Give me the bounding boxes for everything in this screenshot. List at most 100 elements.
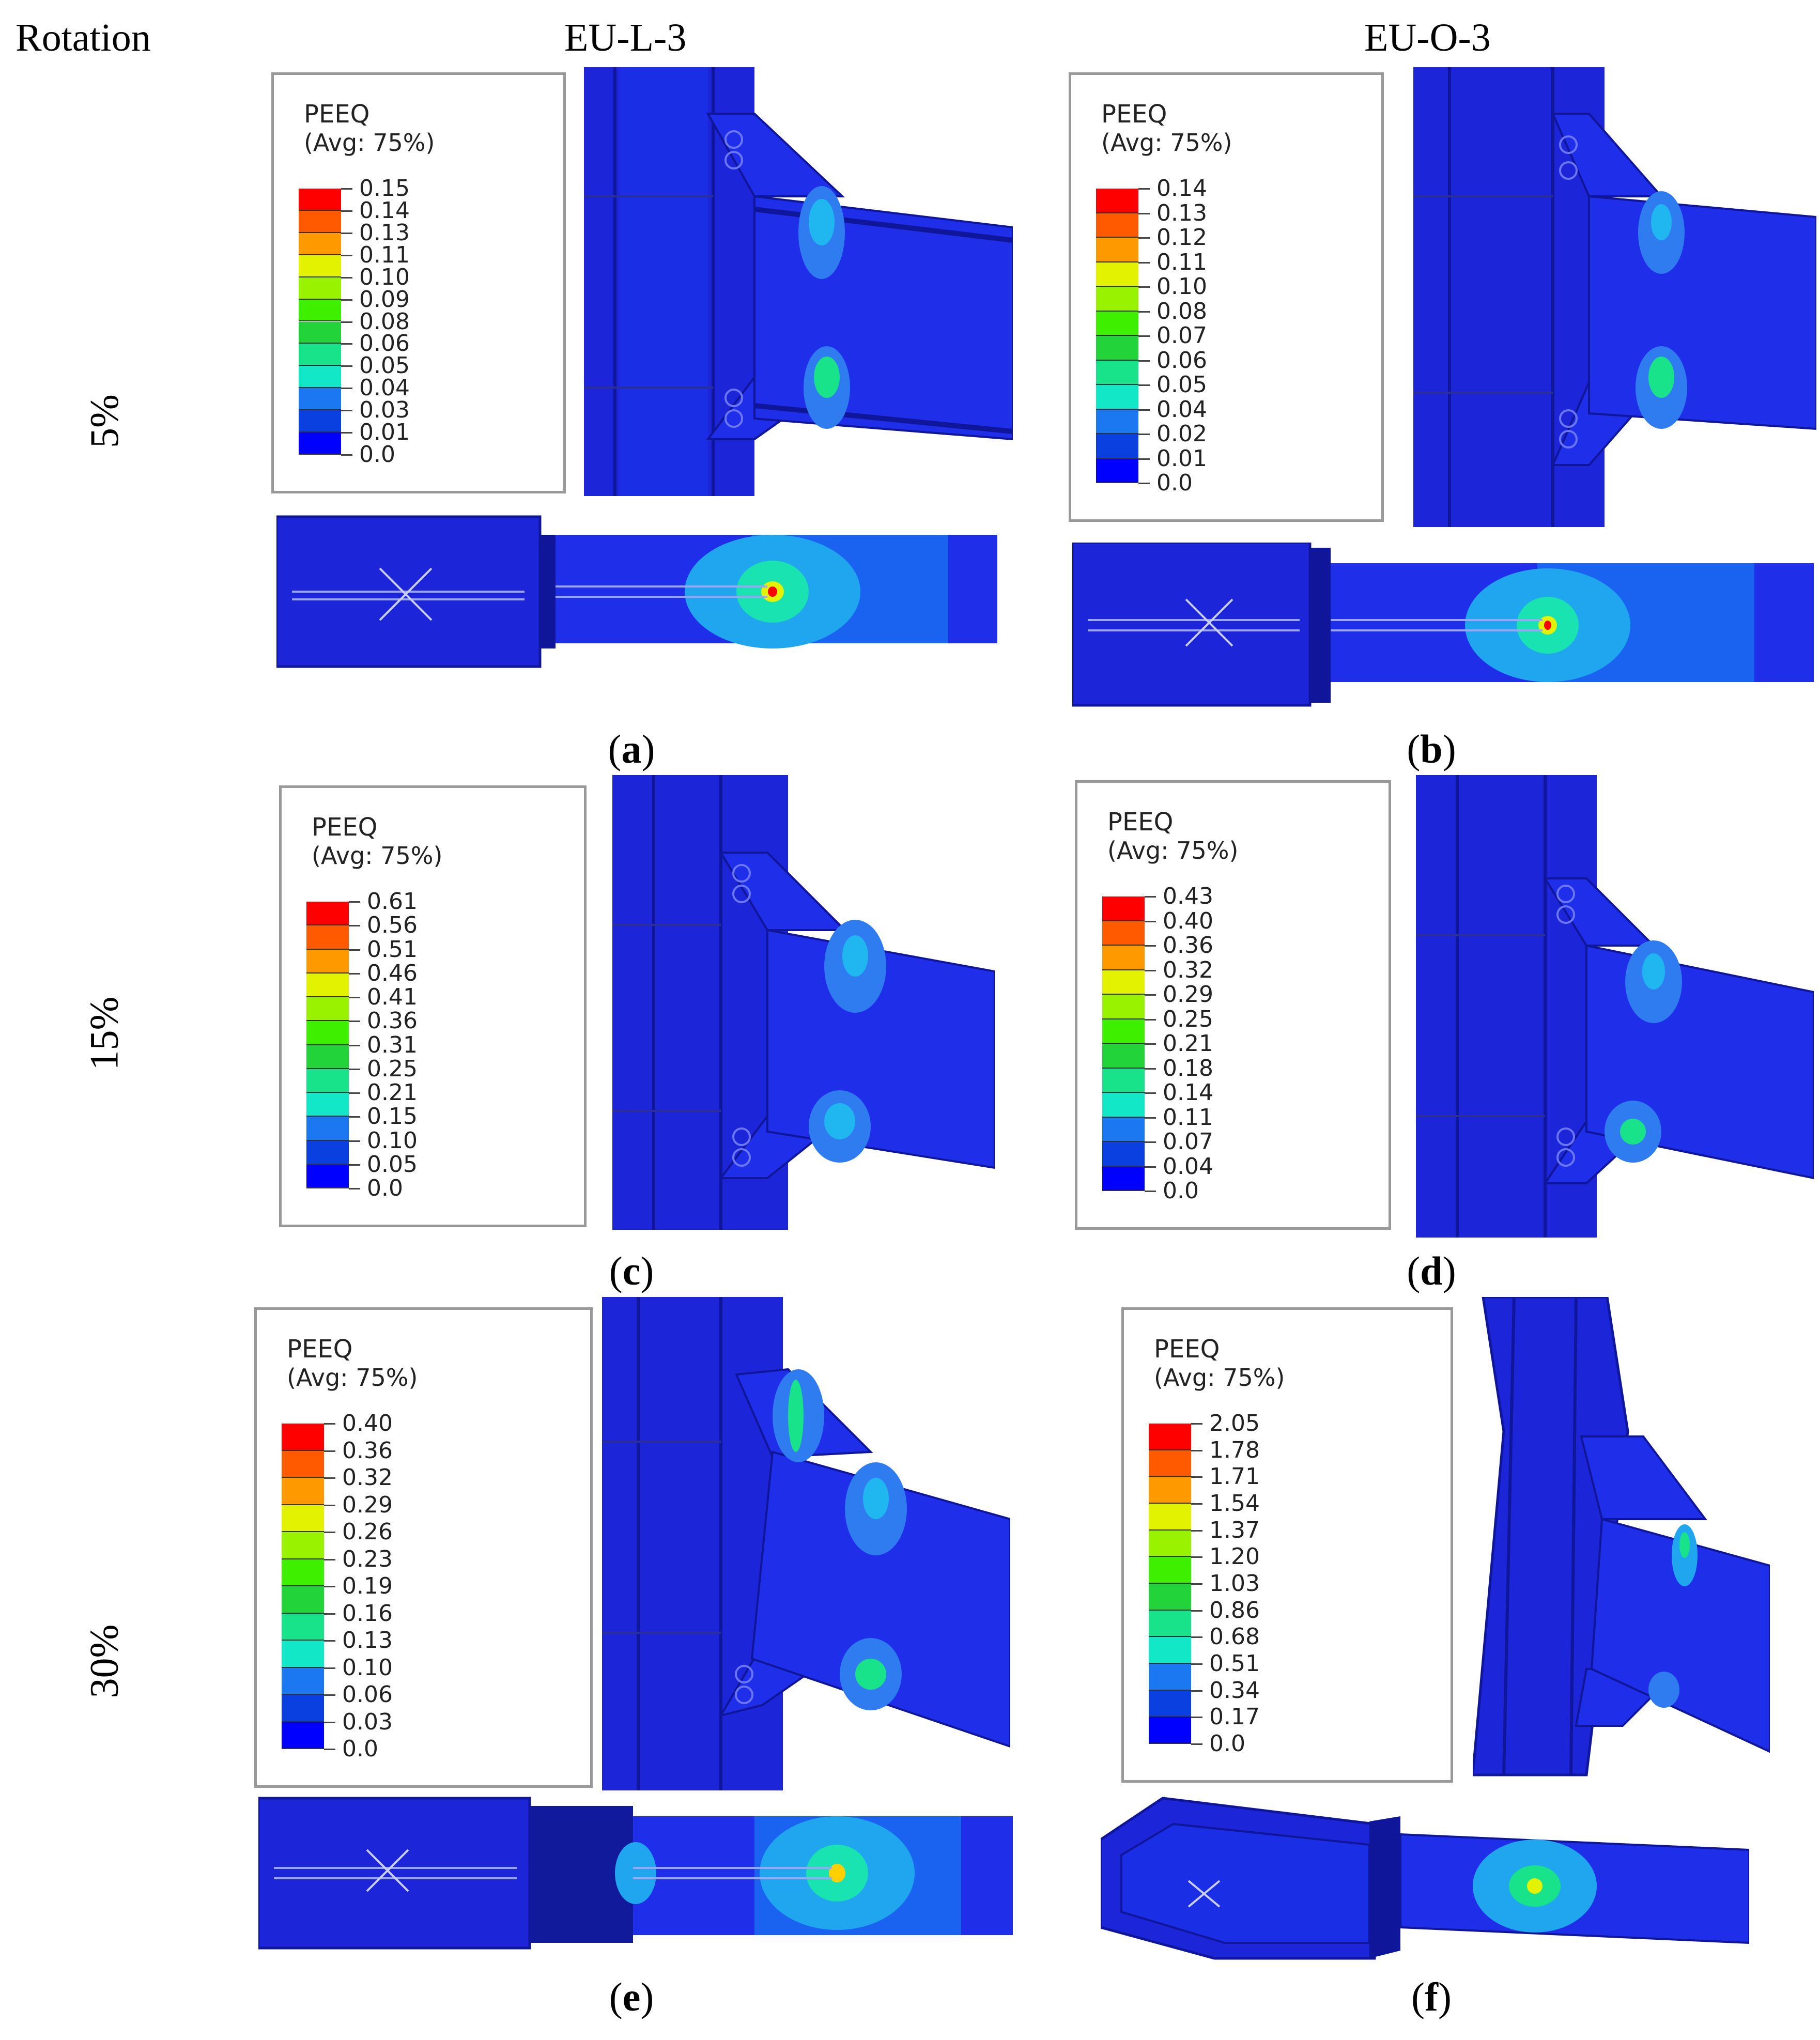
legend-tick-mark [1191,1529,1202,1532]
legend-d: PEEQ (Avg: 75%) 0.43 0.40 0.36 0.32 0.29 0.25 0.… [1075,780,1391,1230]
column-header-eu-o-3: EU-O-3 [1364,16,1491,59]
legend-color-band [1102,1068,1145,1093]
legend-tick-mark [324,1667,335,1669]
legend-color-band [306,949,349,973]
legend-c: PEEQ (Avg: 75%) 0.61 0.56 0.51 0.46 0.41 0.36 0.… [279,785,587,1227]
legend-tick-mark [324,1640,335,1642]
legend-subtitle: (Avg: 75%) [304,129,435,157]
legend-subtitle: (Avg: 75%) [1154,1364,1285,1392]
legend-tick-label: 0.18 [1163,1055,1213,1081]
legend-color-band [1149,1530,1191,1557]
legend-tick-label: 0.11 [359,241,410,268]
legend-tick-label: 0.68 [1209,1624,1260,1650]
legend-color-band [1102,946,1145,970]
legend-subtitle: (Avg: 75%) [1107,837,1239,864]
legend-tick-label: 1.03 [1209,1570,1260,1597]
legend-color-band [282,1586,324,1614]
legend-tick-label: 0.41 [367,984,418,1010]
legend-tick-mark [341,454,352,456]
legend-tick-label: 0.0 [1163,1178,1199,1204]
legend-tick-label: 0.25 [367,1055,418,1082]
legend-color-band [1102,995,1145,1019]
legend-b: PEEQ (Avg: 75%) 0.14 0.13 0.12 0.11 0.10 0.08 0.… [1069,72,1384,522]
legend-tick-mark [349,901,360,903]
legend-tick-label: 0.32 [1163,956,1213,983]
legend-tick-mark [1138,335,1150,337]
legend-tick-label: 0.0 [1156,470,1193,496]
legend-tick-label: 0.15 [367,1103,418,1130]
legend-title: PEEQ [1107,808,1174,837]
caption-c: (c) [609,1248,654,1293]
legend-tick-mark [1145,1141,1156,1143]
legend-tick-mark [349,1188,360,1189]
legend-color-band [306,1140,349,1165]
legend-tick-label: 0.01 [1156,445,1207,472]
legend-tick-label: 0.10 [1156,273,1207,300]
legend-tick-mark [1138,188,1150,190]
legend-a: PEEQ (Avg: 75%) 0.15 0.14 0.13 0.11 0.10 0.09 0.… [271,72,566,493]
legend-color-band [299,344,341,366]
legend-tick-label: 0.02 [1156,421,1207,447]
legend-color-band [1096,189,1138,213]
legend-color-band [1149,1610,1191,1637]
legend-tick-label: 0.56 [367,912,418,939]
legend-color-band [282,1450,324,1478]
legend-tick-mark [1138,212,1150,214]
legend-tick-mark [341,343,352,345]
legend-tick-mark [341,432,352,434]
legend-tick-label: 0.05 [1156,372,1207,398]
legend-color-band [282,1424,324,1451]
legend-tick-label: 0.14 [1163,1079,1213,1106]
legend-tick-label: 0.21 [367,1079,418,1106]
legend-tick-label: 0.04 [359,375,410,401]
legend-tick-label: 0.36 [1163,932,1213,959]
legend-color-bar [1096,189,1138,483]
legend-tick-mark [1191,1610,1202,1612]
legend-color-band [1096,287,1138,312]
legend-tick-mark [1191,1717,1202,1719]
panel-e-elevation [602,1297,1010,1790]
legend-tick-label: 0.11 [1156,249,1207,275]
legend-tick-label: 0.40 [342,1410,393,1436]
legend-color-band [1102,1117,1145,1142]
legend-color-band [282,1641,324,1668]
legend-color-bar [306,902,349,1188]
legend-color-band [299,233,341,255]
legend-color-band [306,1164,349,1188]
legend-tick-label: 0.13 [1156,199,1207,226]
legend-tick-mark [1138,434,1150,435]
legend-tick-mark [324,1477,335,1479]
legend-tick-label: 0.51 [367,936,418,963]
panel-b-elevation [1413,67,1816,527]
legend-title: PEEQ [287,1335,353,1364]
legend-tick-label: 0.05 [367,1151,418,1178]
legend-tick-label: 0.07 [1156,322,1207,349]
legend-tick-label: 0.0 [1209,1730,1245,1757]
legend-tick-label: 0.03 [342,1708,393,1735]
legend-tick-mark [1138,237,1150,239]
legend-tick-mark [1191,1476,1202,1478]
legend-color-band [299,189,341,211]
legend-tick-label: 0.14 [359,197,410,224]
legend-color-bar [1102,897,1145,1191]
legend-tick-mark [324,1558,335,1560]
panel-f-elevation [1473,1297,1770,1776]
legend-color-band [1102,897,1145,921]
legend-color-band [1149,1450,1191,1477]
row-label-15: 15% [81,996,127,1071]
legend-color-band [306,1117,349,1141]
legend-tick-mark [341,388,352,390]
legend-tick-mark [1145,1117,1156,1119]
legend-tick-mark [1145,1191,1156,1192]
legend-tick-mark [349,1092,360,1094]
legend-tick-label: 0.0 [359,441,395,468]
legend-tick-label: 1.20 [1209,1543,1260,1570]
legend-tick-label: 0.36 [342,1437,393,1464]
legend-color-band [1102,1142,1145,1167]
legend-tick-mark [341,188,352,190]
legend-title: PEEQ [312,813,378,842]
legend-color-band [282,1559,324,1586]
legend-tick-mark [1191,1423,1202,1425]
legend-title: PEEQ [304,100,370,129]
legend-color-band [306,902,349,926]
